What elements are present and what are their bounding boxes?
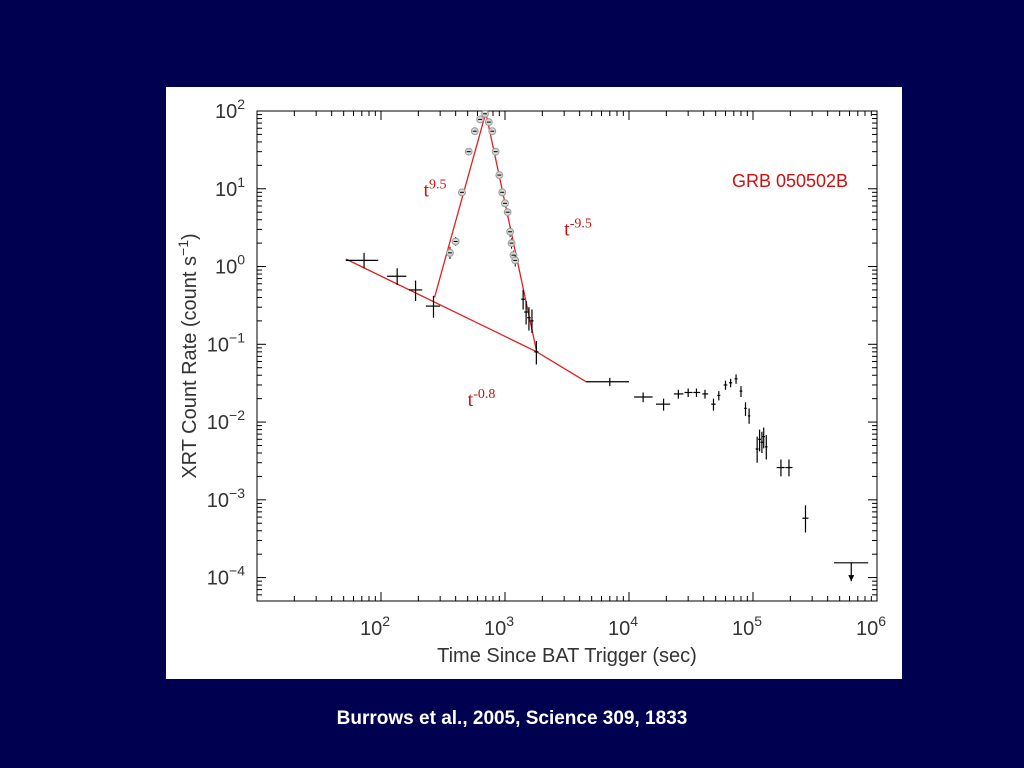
upper-limit-arrow xyxy=(848,575,855,582)
x-tick-label: 103 xyxy=(484,613,514,640)
y-tick-label: 10−4 xyxy=(207,563,245,590)
x-tick-label: 104 xyxy=(608,613,638,640)
power-law-label: t-9.5 xyxy=(564,217,592,241)
y-tick-label: 100 xyxy=(215,252,245,279)
y-tick-label: 101 xyxy=(215,174,245,201)
x-tick-label: 105 xyxy=(732,613,762,640)
power-law-label: t-0.8 xyxy=(468,387,496,411)
y-tick-label: 102 xyxy=(215,96,245,123)
upper-limits xyxy=(833,562,869,582)
x-tick-label: 106 xyxy=(856,613,886,640)
data-points xyxy=(345,252,809,533)
citation: Burrows et al., 2005, Science 309, 1833 xyxy=(336,708,688,729)
y-axis-label: XRT Count Rate (count s−1) xyxy=(175,233,201,478)
y-tick-label: 10−3 xyxy=(207,485,245,512)
power-law-label: t9.5 xyxy=(423,177,446,201)
y-axis-label-close: ) xyxy=(179,233,201,240)
minor-ticks xyxy=(257,111,877,602)
y-axis-label-exponent: −1 xyxy=(175,240,191,256)
chart-title: GRB 050502B xyxy=(732,171,848,191)
model-line-underlying xyxy=(345,258,587,383)
y-tick-label: 10−1 xyxy=(207,329,245,356)
model-line-rise xyxy=(433,112,487,298)
x-axis-label: Time Since BAT Trigger (sec) xyxy=(437,645,697,667)
flare-points xyxy=(446,109,520,267)
annotations: t9.5 t-9.5 t-0.8 xyxy=(423,177,591,411)
tick-labels: 102 103 104 105 106 10−4 10−3 10−2 10−1 100 101 102 xyxy=(207,96,886,640)
y-tick-label: 10−2 xyxy=(207,407,245,434)
major-ticks xyxy=(257,110,878,601)
x-tick-label: 102 xyxy=(360,613,390,640)
chart-figure: 102 103 104 105 106 10−4 10−3 10−2 10−1 100 101 102… xyxy=(166,87,902,679)
light-curve-chart: 102 103 104 105 10610−410−310−210−1100101102… xyxy=(175,96,886,667)
y-axis-label-main: XRT Count Rate (count s xyxy=(179,256,201,479)
